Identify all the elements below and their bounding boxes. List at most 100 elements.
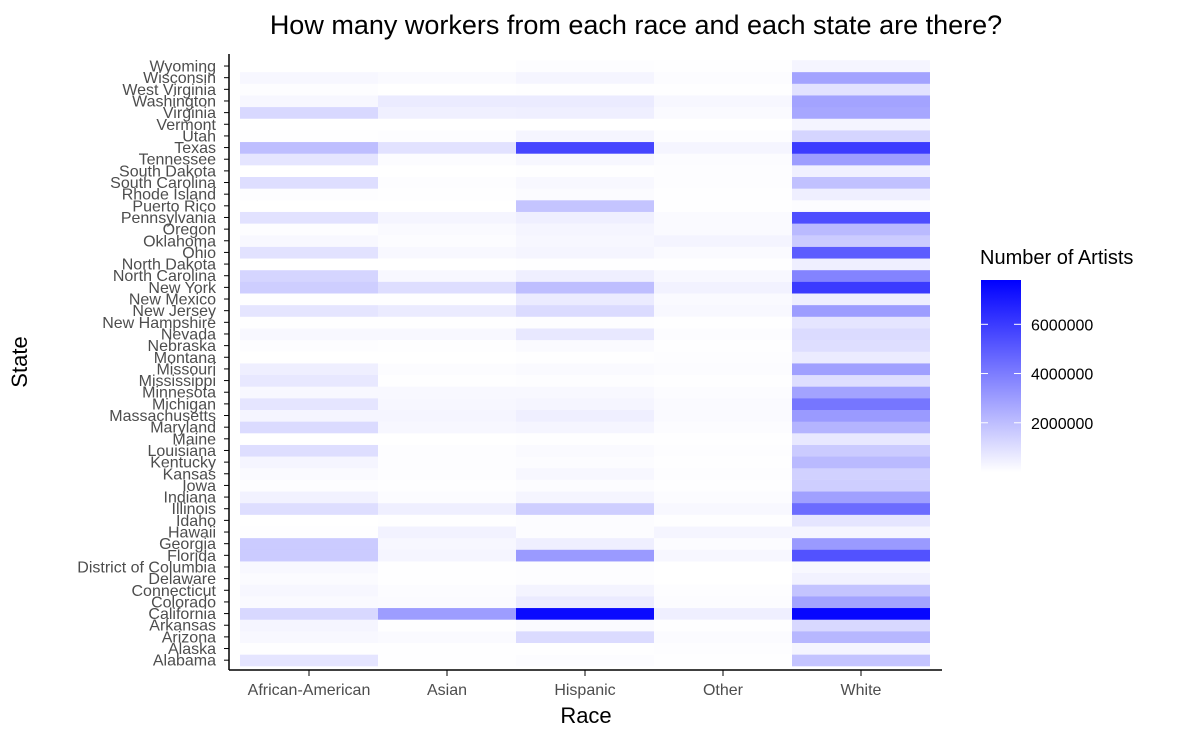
y-tick-label: Utah: [182, 128, 216, 145]
cell-mississippi-african-american: [240, 374, 378, 387]
cell-colorado-african-american: [240, 596, 378, 609]
cell-ohio-other: [654, 246, 792, 259]
cell-montana-african-american: [240, 351, 378, 364]
cell-maine-asian: [378, 433, 516, 445]
cell-puerto-rico-african-american: [240, 200, 378, 212]
cell-nevada-asian: [378, 328, 516, 341]
cell-kentucky-hispanic: [516, 456, 654, 469]
cell-colorado-asian: [378, 596, 516, 609]
cell-new-mexico-asian: [378, 293, 516, 306]
cell-wisconsin-other: [654, 71, 792, 84]
cell-missouri-asian: [378, 363, 516, 376]
y-tick-label: South Dakota: [119, 163, 216, 180]
x-tick-label: White: [841, 682, 882, 699]
cell-arkansas-asian: [378, 619, 516, 632]
cell-virginia-white: [792, 106, 930, 119]
y-tick-label: Oregon: [163, 222, 216, 239]
y-tick-label: South Carolina: [110, 175, 216, 192]
cell-nevada-other: [654, 328, 792, 341]
cell-puerto-rico-asian: [378, 200, 516, 212]
cell-north-dakota-asian: [378, 258, 516, 271]
cell-montana-hispanic: [516, 351, 654, 364]
cell-tennessee-hispanic: [516, 153, 654, 166]
y-tick-label: Delaware: [148, 571, 216, 588]
y-tick-label: New Hampshire: [102, 315, 216, 332]
cell-nebraska-asian: [378, 339, 516, 352]
cell-connecticut-other: [654, 584, 792, 597]
cell-california-african-american: [240, 607, 378, 620]
cell-california-other: [654, 607, 792, 620]
cell-massachusetts-african-american: [240, 409, 378, 422]
cell-minnesota-asian: [378, 386, 516, 399]
cell-colorado-white: [792, 596, 930, 609]
cell-idaho-other: [654, 514, 792, 527]
cell-kansas-hispanic: [516, 467, 654, 480]
cell-vermont-african-american: [240, 118, 378, 131]
cell-south-carolina-hispanic: [516, 176, 654, 189]
cell-nebraska-hispanic: [516, 339, 654, 352]
cell-wisconsin-hispanic: [516, 71, 654, 84]
cell-nevada-white: [792, 328, 930, 341]
cell-tennessee-other: [654, 153, 792, 166]
cell-texas-asian: [378, 141, 516, 154]
cell-new-hampshire-white: [792, 316, 930, 329]
cell-maryland-other: [654, 421, 792, 434]
cell-georgia-hispanic: [516, 537, 654, 550]
y-tick-label: Maryland: [150, 420, 216, 437]
cell-florida-hispanic: [516, 549, 654, 562]
cell-florida-other: [654, 549, 792, 562]
cell-massachusetts-hispanic: [516, 409, 654, 422]
cell-new-jersey-asian: [378, 304, 516, 317]
cell-iowa-other: [654, 479, 792, 492]
cell-utah-african-american: [240, 130, 378, 143]
cell-district-of-columbia-african-american: [240, 561, 378, 574]
y-tick-label: Louisiana: [148, 443, 217, 460]
cell-virginia-hispanic: [516, 106, 654, 119]
cell-delaware-hispanic: [516, 572, 654, 585]
cell-wyoming-african-american: [240, 60, 378, 73]
y-tick-label: Iowa: [182, 478, 216, 495]
cell-maryland-african-american: [240, 421, 378, 434]
y-tick-label: California: [148, 606, 216, 623]
cell-florida-asian: [378, 549, 516, 562]
cell-vermont-other: [654, 118, 792, 131]
cell-nebraska-white: [792, 339, 930, 352]
y-tick-label: New York: [148, 280, 217, 297]
y-tick-label: Mississippi: [139, 373, 216, 390]
y-tick-label: West Virginia: [122, 82, 216, 99]
cell-ohio-african-american: [240, 246, 378, 259]
cell-kentucky-other: [654, 456, 792, 469]
cell-connecticut-asian: [378, 584, 516, 597]
y-tick-label: Kentucky: [150, 455, 216, 472]
x-tick-label: African-American: [248, 682, 371, 699]
cell-north-dakota-hispanic: [516, 258, 654, 271]
cell-louisiana-african-american: [240, 444, 378, 457]
cell-west-virginia-hispanic: [516, 83, 654, 96]
cell-alabama-asian: [378, 654, 516, 667]
cell-california-asian: [378, 607, 516, 620]
cell-kansas-asian: [378, 467, 516, 480]
cell-south-carolina-asian: [378, 176, 516, 189]
cell-georgia-other: [654, 537, 792, 550]
cell-virginia-asian: [378, 106, 516, 119]
y-tick-label: Georgia: [159, 536, 216, 553]
y-axis-ticks: AlabamaAlaskaArizonaArkansasCaliforniaCo…: [77, 59, 229, 670]
cell-alaska-asian: [378, 642, 516, 655]
legend-ticks: 2000000 4000000 6000000: [981, 317, 1093, 433]
cell-washington-hispanic: [516, 95, 654, 108]
y-axis-title: State: [7, 336, 32, 387]
y-tick-label: Connecticut: [132, 583, 217, 600]
cell-washington-white: [792, 95, 930, 108]
cell-mississippi-asian: [378, 374, 516, 387]
cell-iowa-asian: [378, 479, 516, 492]
cell-south-dakota-hispanic: [516, 165, 654, 177]
cell-new-jersey-other: [654, 304, 792, 317]
cell-arizona-other: [654, 631, 792, 643]
cell-tennessee-african-american: [240, 153, 378, 166]
cell-nevada-hispanic: [516, 328, 654, 341]
cell-puerto-rico-white: [792, 200, 930, 212]
cell-arizona-hispanic: [516, 631, 654, 643]
cell-new-mexico-other: [654, 293, 792, 306]
cell-indiana-white: [792, 491, 930, 504]
cell-ohio-asian: [378, 246, 516, 259]
